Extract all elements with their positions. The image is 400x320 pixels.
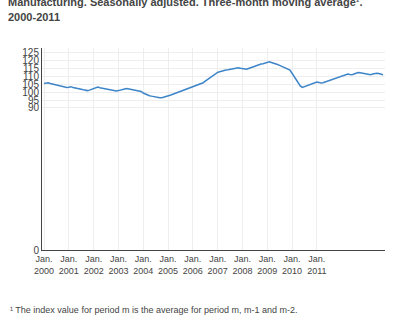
svg-text:Jan.2000: Jan.2000 <box>34 254 54 276</box>
svg-text:Jan.2009: Jan.2009 <box>257 254 277 276</box>
svg-text:Jan.2011: Jan.2011 <box>307 254 326 276</box>
svg-text:Jan.2005: Jan.2005 <box>158 254 178 276</box>
svg-text:105: 105 <box>22 79 39 90</box>
svg-text:Jan.2003: Jan.2003 <box>108 254 128 276</box>
svg-text:Jan.2004: Jan.2004 <box>133 254 153 276</box>
svg-text:100: 100 <box>22 87 39 98</box>
svg-text:90: 90 <box>28 102 40 113</box>
svg-text:Manufacturing. Seasonally adju: Manufacturing. Seasonally adjusted. Thre… <box>8 0 363 23</box>
svg-text:95: 95 <box>28 95 40 106</box>
svg-text:125: 125 <box>22 47 39 58</box>
svg-text:Jan.2010: Jan.2010 <box>282 254 302 276</box>
svg-text:0: 0 <box>33 245 39 256</box>
svg-text:Jan.2008: Jan.2008 <box>232 254 252 276</box>
svg-text:Jan.2006: Jan.2006 <box>183 254 203 276</box>
svg-text:Jan.2002: Jan.2002 <box>84 254 104 276</box>
svg-text:Jan.2007: Jan.2007 <box>208 254 228 276</box>
svg-text:120: 120 <box>22 55 39 66</box>
svg-text:¹ The index value for period m: ¹ The index value for period m is the av… <box>10 305 297 315</box>
svg-text:110: 110 <box>23 71 39 82</box>
svg-text:Jan.2001: Jan.2001 <box>59 254 79 276</box>
svg-text:115: 115 <box>23 63 39 74</box>
